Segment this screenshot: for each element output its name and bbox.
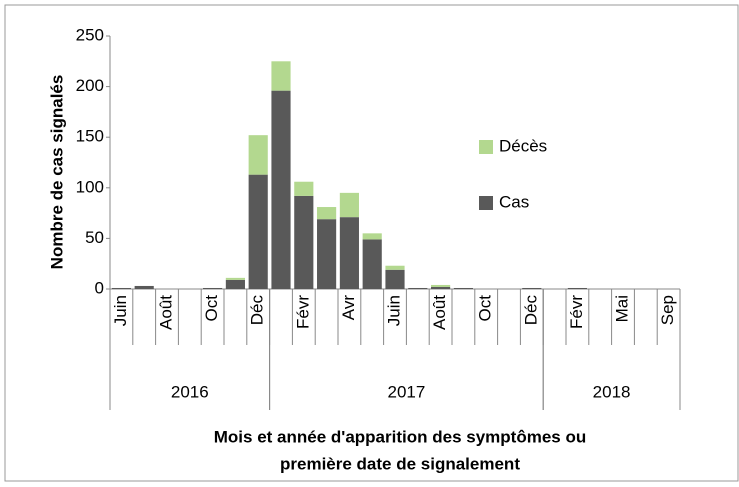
year-label: 2016: [171, 382, 209, 401]
x-tick-label: Août: [430, 295, 449, 330]
bar-segment: [385, 269, 405, 289]
x-tick-label: Oct: [476, 295, 495, 322]
x-axis-title: première date de signalement: [280, 454, 520, 473]
x-tick-label: Déc: [521, 295, 540, 326]
bar-segment: [362, 233, 382, 240]
x-tick-label: Juin: [111, 295, 130, 326]
legend-label: Cas: [499, 192, 529, 211]
legend-swatch: [479, 196, 493, 210]
legend-swatch: [479, 140, 493, 154]
bar-segment: [408, 287, 428, 289]
x-tick-label: Févr: [567, 295, 586, 329]
x-tick-label: Févr: [293, 295, 312, 329]
bar-segment: [339, 217, 359, 289]
bar-segment: [431, 286, 451, 289]
legend-label: Décès: [499, 136, 547, 155]
bar-segment: [248, 174, 268, 289]
y-tick-label: 50: [85, 228, 104, 247]
bar-segment: [294, 195, 314, 289]
bar-segment: [339, 192, 359, 218]
bar-segment: [567, 287, 587, 289]
x-tick-label: Août: [156, 295, 175, 330]
bar-segment: [385, 265, 405, 270]
y-tick-label: 100: [76, 177, 104, 196]
year-label: 2018: [593, 382, 631, 401]
bar-segment: [134, 285, 154, 289]
bar-segment: [248, 135, 268, 175]
x-tick-label: Mai: [612, 295, 631, 322]
year-label: 2017: [387, 382, 425, 401]
y-tick-label: 150: [76, 127, 104, 146]
bar-segment: [111, 287, 131, 289]
bar-segment: [362, 239, 382, 289]
bar-segment: [294, 181, 314, 196]
x-tick-label: Sep: [658, 295, 677, 325]
bar-segment: [317, 207, 337, 220]
x-tick-label: Oct: [202, 295, 221, 322]
bar-segment: [225, 277, 245, 280]
bar-segment: [271, 90, 291, 289]
y-tick-label: 200: [76, 76, 104, 95]
x-tick-label: Déc: [248, 295, 267, 326]
y-tick-label: 250: [76, 25, 104, 44]
x-axis-title: Mois et année d'apparition des symptômes…: [214, 427, 586, 446]
x-tick-label: Juin: [384, 295, 403, 326]
bar-segment: [225, 279, 245, 289]
bar-segment: [203, 287, 223, 289]
bar-segment: [317, 219, 337, 289]
x-tick-label: Avr: [339, 295, 358, 321]
bar-segment: [522, 287, 542, 289]
bar-segment: [271, 61, 291, 91]
bar-segment: [453, 287, 473, 289]
y-tick-label: 0: [95, 278, 104, 297]
bar-segment: [431, 284, 451, 287]
y-axis-title: Nombre de cas signalés: [47, 75, 66, 270]
